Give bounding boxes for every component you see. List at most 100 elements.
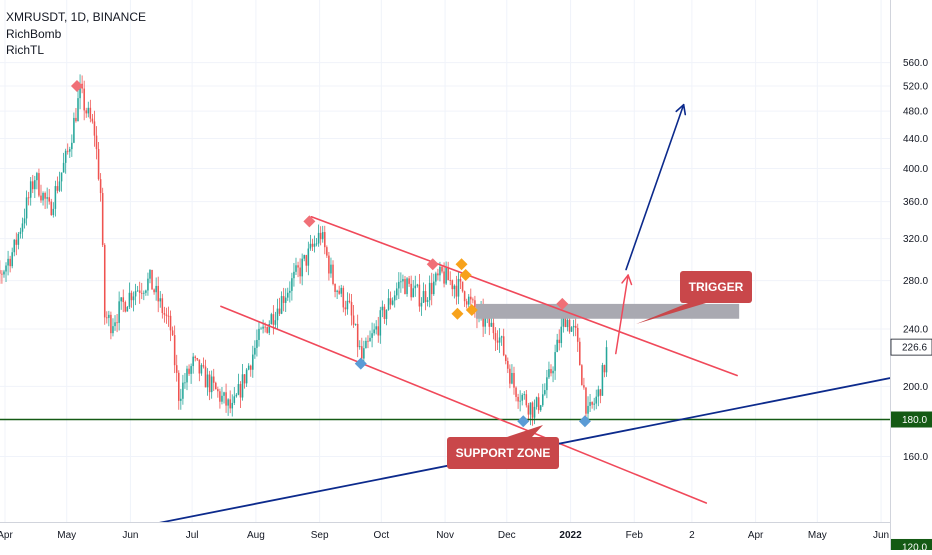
candle-body bbox=[134, 291, 137, 297]
candle-body bbox=[435, 273, 437, 282]
candle-body bbox=[591, 402, 593, 405]
indicator-richbomb[interactable]: RichBomb bbox=[6, 26, 62, 41]
candle-body bbox=[465, 301, 468, 305]
candle-body bbox=[472, 299, 474, 301]
price-badge-label: 180.0 bbox=[902, 415, 927, 426]
marker-diamond-red bbox=[426, 258, 439, 271]
candle-body bbox=[453, 285, 456, 290]
candle-body bbox=[87, 107, 90, 114]
channel-upper-line bbox=[310, 215, 738, 377]
candle-body bbox=[463, 291, 466, 302]
marker-diamond-blue bbox=[354, 357, 367, 370]
candle-body bbox=[101, 193, 104, 245]
x-tick-label: Oct bbox=[374, 530, 390, 541]
marker-diamond-blue bbox=[517, 415, 530, 428]
trigger-callout-tail bbox=[636, 303, 706, 324]
candle-body bbox=[321, 232, 324, 240]
y-tick-label: 360.0 bbox=[903, 197, 928, 208]
candle-body bbox=[373, 329, 375, 334]
candle-body bbox=[225, 392, 227, 406]
indicator-richtl[interactable]: RichTL bbox=[6, 43, 45, 57]
candle-body bbox=[140, 292, 143, 294]
marker-diamond-orange bbox=[459, 269, 472, 282]
candle-body bbox=[467, 296, 470, 305]
candle-body bbox=[336, 290, 338, 292]
y-tick-label: 280.0 bbox=[903, 276, 928, 287]
candle-body bbox=[324, 232, 326, 248]
candle-body bbox=[1, 273, 3, 275]
candle-body bbox=[548, 369, 550, 378]
candle-body bbox=[42, 192, 44, 201]
candle-body bbox=[342, 287, 345, 308]
candle-body bbox=[365, 340, 367, 349]
candle-body bbox=[451, 280, 454, 290]
candle-body bbox=[196, 357, 199, 360]
candle-body bbox=[235, 394, 238, 397]
y-axis-panel bbox=[890, 0, 932, 550]
candles-layer bbox=[0, 74, 608, 426]
candle-body bbox=[585, 387, 587, 414]
candle-body bbox=[3, 271, 5, 275]
candle-body bbox=[595, 396, 598, 404]
candle-body bbox=[402, 279, 404, 282]
candle-body bbox=[130, 292, 133, 301]
candle-body bbox=[278, 308, 281, 314]
y-axis[interactable]: 560.0 520.0 480.0 440.0 400.0 360.0 320.0 280.0… bbox=[890, 0, 932, 555]
candle-body bbox=[31, 181, 34, 190]
candle-body bbox=[91, 118, 94, 122]
candle-body bbox=[519, 400, 521, 402]
candle-body bbox=[270, 314, 273, 325]
candle-body bbox=[7, 258, 9, 266]
candle-body bbox=[103, 244, 106, 318]
candle-body bbox=[544, 390, 546, 395]
candle-body bbox=[15, 239, 18, 245]
candle-body bbox=[389, 298, 392, 305]
candle-body bbox=[157, 285, 159, 302]
candle-body bbox=[377, 326, 380, 336]
candle-body bbox=[83, 88, 85, 111]
candle-body bbox=[284, 297, 287, 303]
candle-body bbox=[525, 394, 528, 406]
candle-body bbox=[163, 313, 166, 315]
candle-body bbox=[301, 258, 303, 277]
candle-body bbox=[305, 255, 308, 266]
candle-body bbox=[48, 197, 50, 202]
candle-body bbox=[62, 162, 65, 173]
candle-body bbox=[229, 399, 231, 409]
x-axis[interactable]: Apr May Jun Jul Aug Sep Oct Nov Dec 2022 Feb 2 Apr Ma… bbox=[0, 522, 890, 551]
chart-legend: XMRUSDT, 1D, BINANCE RichBomb RichTL bbox=[6, 9, 146, 59]
candle-body bbox=[566, 319, 569, 328]
symbol-title[interactable]: XMRUSDT, 1D, BINANCE bbox=[6, 10, 147, 24]
resistance-zone-layer bbox=[475, 303, 740, 319]
candle-body bbox=[554, 352, 556, 371]
candle-body bbox=[583, 385, 585, 388]
candle-body bbox=[97, 149, 100, 180]
candle-body bbox=[145, 290, 147, 293]
candle-body bbox=[128, 292, 131, 307]
price-badge-label: 120.0 bbox=[902, 542, 927, 550]
candle-body bbox=[441, 266, 443, 272]
candle-body bbox=[198, 359, 201, 374]
candle-body bbox=[13, 239, 16, 253]
candle-body bbox=[25, 197, 28, 219]
candle-body bbox=[194, 356, 197, 358]
price-badge-label: 226.6 bbox=[902, 343, 927, 354]
candle-body bbox=[245, 369, 248, 384]
candle-body bbox=[603, 365, 606, 373]
x-tick-label: Jun bbox=[873, 530, 889, 541]
candle-body bbox=[334, 283, 336, 292]
candle-body bbox=[393, 295, 396, 301]
candle-body bbox=[579, 341, 581, 366]
price-badge-box bbox=[890, 338, 932, 356]
candle-body bbox=[208, 374, 211, 393]
y-tick-label: 320.0 bbox=[903, 234, 928, 245]
candle-body bbox=[502, 336, 505, 356]
candle-body bbox=[352, 315, 355, 325]
x-tick-label: Aug bbox=[247, 530, 265, 541]
candle-body bbox=[252, 354, 254, 370]
trigger-arrow-head bbox=[621, 274, 633, 286]
candle-body bbox=[293, 271, 295, 279]
channel-lower-line bbox=[220, 305, 708, 504]
